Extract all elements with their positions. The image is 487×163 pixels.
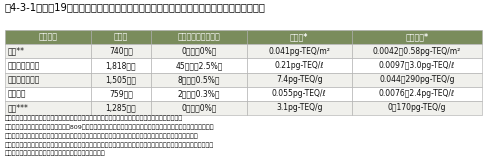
Bar (247, 44, 352, 58)
Bar (247, 73, 352, 87)
Bar (352, 30, 482, 44)
Text: 環境基準超過地点数: 環境基準超過地点数 (178, 33, 220, 42)
Bar (91, 58, 151, 73)
Bar (151, 73, 247, 87)
Bar (91, 101, 151, 115)
Text: 平均値*: 平均値* (290, 33, 308, 42)
Text: 0.0076～2.4pg-TEQ/ℓ: 0.0076～2.4pg-TEQ/ℓ (379, 89, 455, 98)
Text: ＊：平均値は各地点の年間平均値の平均値であり、濃度範囲は年間平均値の最小値及び最大値である。: ＊：平均値は各地点の年間平均値の平均値であり、濃度範囲は年間平均値の最小値及び最… (5, 116, 183, 121)
Text: 45地点（2.5%）: 45地点（2.5%） (175, 61, 223, 70)
Bar (151, 44, 247, 58)
Text: 公共用水域底質: 公共用水域底質 (8, 75, 40, 84)
Text: 0地点（0%）: 0地点（0%） (181, 103, 217, 112)
Bar (91, 44, 151, 58)
Text: 0地点（0%）: 0地点（0%） (181, 47, 217, 56)
Bar (247, 101, 352, 115)
Text: 公共用水域水質: 公共用水域水質 (8, 61, 40, 70)
Text: 0.0097～3.0pg-TEQ/ℓ: 0.0097～3.0pg-TEQ/ℓ (379, 61, 455, 70)
Text: 0.055pg-TEQ/ℓ: 0.055pg-TEQ/ℓ (272, 89, 326, 98)
Text: 0～170pg-TEQ/g: 0～170pg-TEQ/g (388, 103, 446, 112)
Bar (5, 44, 91, 58)
Bar (91, 87, 151, 101)
Text: 環境媒体: 環境媒体 (38, 33, 57, 42)
Text: 地点数: 地点数 (114, 33, 128, 42)
Text: 1,818地点: 1,818地点 (106, 61, 136, 70)
Bar (352, 87, 482, 101)
Bar (151, 101, 247, 115)
Bar (352, 58, 482, 73)
Text: 濃度範囲*: 濃度範囲* (405, 33, 429, 42)
Bar (91, 73, 151, 87)
Bar (151, 30, 247, 44)
Text: 759地点: 759地点 (109, 89, 133, 98)
Bar (352, 73, 482, 87)
Text: 大気**: 大気** (8, 47, 25, 56)
Bar (151, 58, 247, 73)
Bar (247, 87, 352, 101)
Bar (352, 101, 482, 115)
Text: 3.1pg-TEQ/g: 3.1pg-TEQ/g (276, 103, 322, 112)
Text: ＊＊＊：土壌については、環境の一般的状況を調査（一般環境把握調査及び発生源周辺状況把握調査）した結果であり、: ＊＊＊：土壌については、環境の一般的状況を調査（一般環境把握調査及び発生源周辺状… (5, 142, 214, 148)
Text: 0.0042～0.58pg-TEQ/m²: 0.0042～0.58pg-TEQ/m² (373, 47, 461, 56)
Bar (5, 30, 91, 44)
Bar (5, 58, 91, 73)
Text: 0.044～290pg-TEQ/g: 0.044～290pg-TEQ/g (379, 75, 455, 84)
Bar (5, 101, 91, 115)
Text: 表4-3-1　平成19年度ダイオキシン類に係る環境調査結果（モニタリングデータ）（概要）: 表4-3-1 平成19年度ダイオキシン類に係る環境調査結果（モニタリングデータ）… (5, 2, 266, 12)
Text: 1,285地点: 1,285地点 (106, 103, 136, 112)
Text: 8地点（0.5%）: 8地点（0.5%） (178, 75, 220, 84)
Text: 1,505地点: 1,505地点 (106, 75, 136, 84)
Bar (352, 44, 482, 58)
Text: ＊＊：大気については、全調査地点（809地点）のうち、年間平均値を環境基準により評価することとしている地点に: ＊＊：大気については、全調査地点（809地点）のうち、年間平均値を環境基準により… (5, 125, 214, 130)
Bar (5, 87, 91, 101)
Text: 0.21pg-TEQ/ℓ: 0.21pg-TEQ/ℓ (275, 61, 324, 70)
Bar (5, 73, 91, 87)
Text: 土壌***: 土壌*** (8, 103, 29, 112)
Text: 2地点（0.3%）: 2地点（0.3%） (178, 89, 220, 98)
Text: 汚染範囲を確定するための調査等の結果は含まない。: 汚染範囲を確定するための調査等の結果は含まない。 (5, 151, 106, 156)
Text: 7.4pg-TEQ/g: 7.4pg-TEQ/g (276, 75, 322, 84)
Text: 0.041pg-TEQ/m²: 0.041pg-TEQ/m² (268, 47, 330, 56)
Text: 地下水質: 地下水質 (8, 89, 26, 98)
Text: 740地点: 740地点 (109, 47, 133, 56)
Bar (247, 30, 352, 44)
Bar (247, 58, 352, 73)
Text: ついての結果であり、環境省の定点調査結果及び大気汚染防止法政令市が独自に実施した調査結果を含む。: ついての結果であり、環境省の定点調査結果及び大気汚染防止法政令市が独自に実施した… (5, 133, 199, 139)
Bar (151, 87, 247, 101)
Bar (91, 30, 151, 44)
